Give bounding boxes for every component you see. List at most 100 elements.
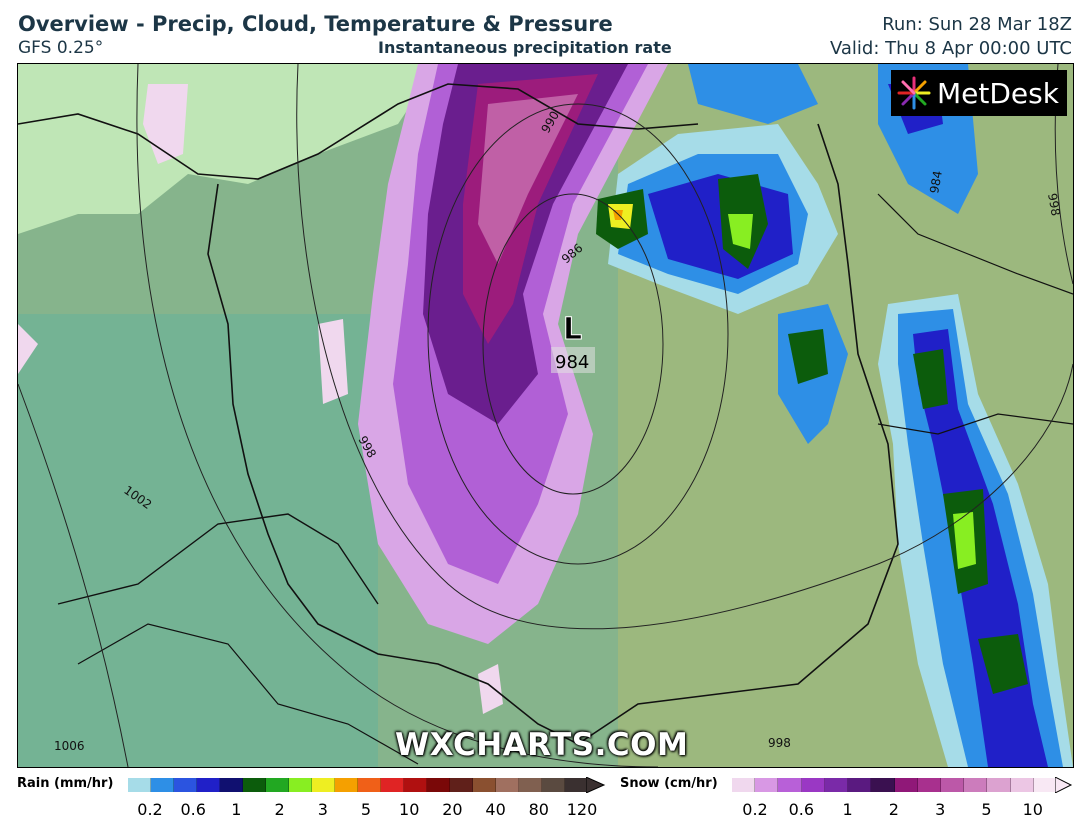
snow-legend-label: Snow (cm/hr) — [620, 776, 718, 791]
rain-cell-3 — [788, 329, 828, 384]
snow-tick-label: 10 — [1022, 800, 1043, 819]
snow-swatch — [732, 778, 756, 792]
rain-swatch — [473, 778, 496, 792]
rain-tick-label: 1 — [231, 800, 242, 819]
isobar-label-998-ne: 998 — [1045, 192, 1063, 217]
snow-patch-w — [318, 319, 348, 404]
valid-time: Valid: Thu 8 Apr 00:00 UTC — [829, 38, 1072, 59]
rain-legend-label: Rain (mm/hr) — [17, 776, 114, 791]
snow-swatch — [755, 778, 779, 792]
model-name: GFS 0.25° — [18, 38, 104, 58]
rain-tick-label: 5 — [360, 800, 372, 819]
snow-swatch — [917, 778, 941, 792]
rain-swatch — [289, 778, 312, 792]
snow-swatch — [801, 778, 825, 792]
rain-swatch — [450, 778, 473, 792]
rain-swatch — [312, 778, 335, 792]
snow-tick-label: 5 — [981, 800, 992, 819]
rain-cell-2-peak — [613, 210, 623, 220]
isobar-label-998-s: 998 — [768, 736, 791, 750]
snow-tick-label: 3 — [935, 800, 946, 819]
rain-swatch — [496, 778, 519, 792]
snow-swatch — [1033, 778, 1058, 792]
low-pressure-value: 984 — [555, 352, 589, 373]
rain-area-north — [688, 64, 818, 124]
snow-tick-label: 0.2 — [742, 800, 768, 819]
rain-tick-label: 20 — [442, 800, 463, 819]
rain-swatch — [266, 778, 289, 792]
rain-swatch — [151, 778, 174, 792]
isobar-990 — [427, 103, 729, 565]
rain-swatch — [565, 778, 588, 792]
rain-tick-label: 0.6 — [180, 800, 206, 819]
rain-cell-4 — [913, 349, 948, 409]
snow-band-peak — [478, 94, 578, 264]
border-south — [77, 623, 419, 765]
chart-subtitle: Instantaneous precipitation rate — [378, 38, 672, 57]
rain-tick-label: 10 — [399, 800, 420, 819]
snow-swatch — [1010, 778, 1034, 792]
snow-legend-colorbar — [732, 778, 1058, 792]
snow-swatch — [778, 778, 802, 792]
isobar-986 — [482, 193, 664, 495]
low-pressure-symbol: L — [563, 312, 582, 347]
rain-cell-6 — [978, 634, 1028, 694]
rain-legend-arrow — [586, 777, 606, 793]
rain-cell-1-core — [728, 214, 753, 249]
rain-swatch — [404, 778, 427, 792]
snow-swatch — [987, 778, 1011, 792]
snow-tick-label: 1 — [842, 800, 853, 819]
metdesk-logo: MetDesk — [891, 70, 1067, 116]
chart-title: Overview - Precip, Cloud, Temperature & … — [18, 12, 613, 36]
rain-swatch — [542, 778, 565, 792]
snow-patch-edge — [18, 324, 38, 374]
weather-map[interactable]: 990 986 984 998 998 1002 1006 998 L 984 … — [17, 63, 1074, 768]
border-south-west — [57, 513, 379, 605]
rain-cell-5-core — [953, 512, 976, 569]
coastline — [18, 83, 699, 180]
map-canvas: 990 986 984 998 998 1002 1006 998 L 984 — [18, 64, 1073, 767]
rain-swatch — [197, 778, 220, 792]
snow-legend-arrow — [1055, 777, 1073, 793]
snow-swatch — [964, 778, 988, 792]
snow-tick-label: 2 — [888, 800, 899, 819]
metdesk-logo-text: MetDesk — [937, 76, 1059, 110]
land-west — [18, 314, 378, 767]
rain-swatch — [243, 778, 266, 792]
rain-swatch — [174, 778, 197, 792]
snow-swatch — [871, 778, 895, 792]
isobar-1006 — [18, 383, 129, 767]
snow-swatch — [848, 778, 872, 792]
baltic-sea — [18, 64, 438, 234]
rain-legend-colorbar — [128, 778, 588, 792]
rain-tick-label: 40 — [485, 800, 506, 819]
rain-swatch — [427, 778, 450, 792]
rain-tick-label: 120 — [566, 800, 598, 819]
country-border — [207, 123, 899, 745]
rain-tick-label: 80 — [528, 800, 549, 819]
rain-tick-label: 3 — [317, 800, 328, 819]
rain-swatch — [220, 778, 243, 792]
rain-swatch — [128, 778, 151, 792]
snow-tick-label: 0.6 — [788, 800, 815, 819]
wxcharts-watermark: WXCHARTS.COM — [395, 727, 689, 763]
rain-tick-label: 0.2 — [137, 800, 163, 819]
isobar-label-984: 984 — [927, 170, 945, 195]
metdesk-burst-icon — [897, 76, 931, 110]
isobar-label-1006: 1006 — [54, 739, 85, 753]
snow-swatch — [894, 778, 918, 792]
snow-swatch — [940, 778, 965, 792]
snow-swatch — [824, 778, 849, 792]
rain-swatch — [358, 778, 381, 792]
snow-patch-s — [478, 664, 503, 714]
isobar-1002 — [136, 64, 659, 767]
rain-swatch — [381, 778, 404, 792]
run-time: Run: Sun 28 Mar 18Z — [882, 14, 1072, 35]
isobar-998 — [296, 64, 1073, 630]
rain-tick-label: 2 — [274, 800, 285, 819]
rain-swatch — [519, 778, 542, 792]
border-east-2 — [877, 413, 1073, 435]
border-east — [877, 193, 1073, 295]
rain-swatch — [335, 778, 358, 792]
low-pressure-value-box — [551, 347, 595, 373]
